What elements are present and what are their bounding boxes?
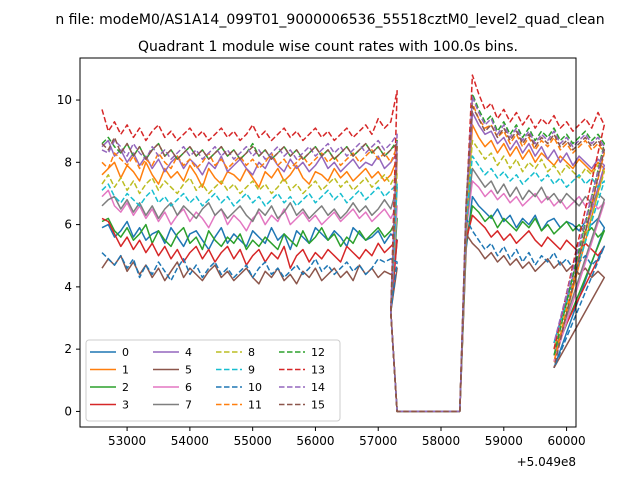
- y-axis: 0 2 4 6 8 10: [57, 93, 80, 418]
- legend-label-14: 14: [311, 381, 325, 394]
- series-line-3: [101, 214, 606, 413]
- series-line-2: [101, 205, 606, 413]
- plot-area: [79, 57, 606, 428]
- series-line-1: [101, 124, 606, 413]
- legend-label-3: 3: [122, 399, 129, 412]
- legend-label-1: 1: [122, 364, 129, 377]
- series-line-14: [101, 96, 606, 413]
- legend-label-8: 8: [248, 346, 255, 359]
- x-tick-label: 54000: [171, 434, 209, 448]
- x-tick-label: 58000: [422, 434, 460, 448]
- legend-label-2: 2: [122, 381, 129, 394]
- series-lines: [101, 74, 606, 413]
- legend-label-9: 9: [248, 364, 255, 377]
- x-tick-label: 55000: [234, 434, 272, 448]
- legend-label-11: 11: [248, 399, 262, 412]
- legend-label-6: 6: [185, 381, 192, 394]
- legend-frame: [85, 339, 341, 422]
- x-axis-offset-label: +5.049e8: [517, 455, 576, 469]
- legend-label-15: 15: [311, 399, 325, 412]
- legend-label-0: 0: [122, 346, 129, 359]
- figure-suptitle: n file: modeM0/AS1A14_099T01_9000006536_…: [55, 12, 604, 28]
- legend-label-10: 10: [248, 381, 262, 394]
- y-tick-label: 2: [64, 342, 72, 356]
- x-tick-label: 57000: [359, 434, 397, 448]
- series-line-11: [101, 102, 606, 413]
- series-line-0: [101, 195, 606, 413]
- series-line-9: [101, 155, 606, 413]
- y-tick-label: 4: [64, 280, 72, 294]
- legend-label-13: 13: [311, 364, 325, 377]
- legend-label-7: 7: [185, 399, 192, 412]
- legend-label-4: 4: [185, 346, 192, 359]
- y-tick-label: 6: [64, 218, 72, 232]
- x-tick-label: 60000: [547, 434, 585, 448]
- axes-frame: [79, 57, 577, 428]
- chart-title: Quadrant 1 module wise count rates with …: [138, 39, 518, 55]
- series-line-13: [101, 74, 606, 413]
- x-tick-label: 53000: [108, 434, 146, 448]
- y-tick-label: 8: [64, 155, 72, 169]
- x-tick-label: 56000: [296, 434, 334, 448]
- y-tick-label: 10: [57, 93, 72, 107]
- series-line-10: [101, 217, 606, 413]
- y-tick-label: 0: [64, 404, 72, 418]
- series-line-8: [101, 139, 606, 413]
- x-axis: 53000 54000 55000 56000 57000 58000 59000 60000: [108, 427, 586, 448]
- x-tick-label: 59000: [485, 434, 523, 448]
- series-line-7: [101, 167, 606, 413]
- legend-label-12: 12: [311, 346, 325, 359]
- series-line-6: [101, 180, 606, 413]
- series-line-15: [101, 105, 606, 413]
- legend-label-5: 5: [185, 364, 192, 377]
